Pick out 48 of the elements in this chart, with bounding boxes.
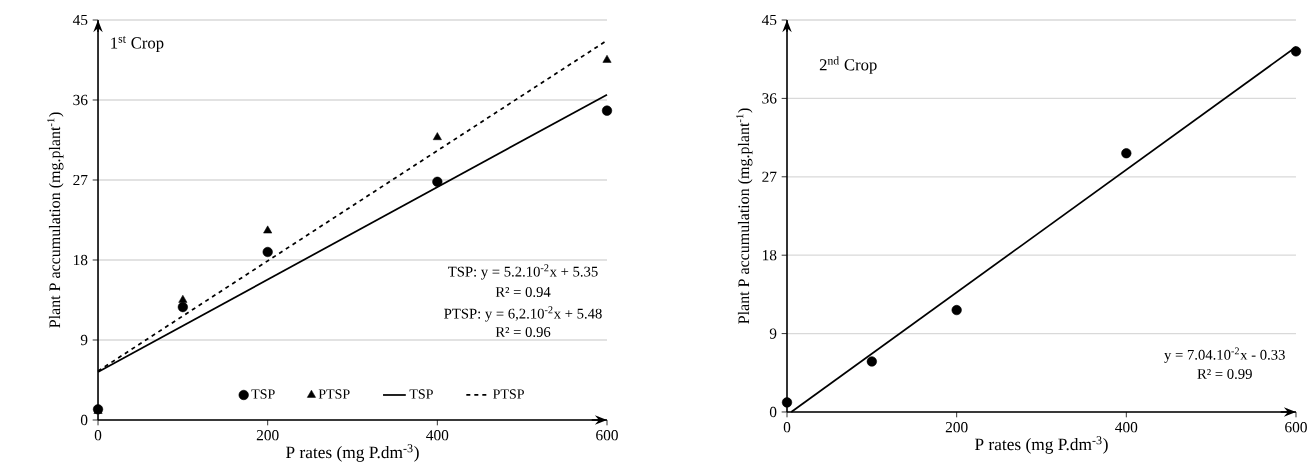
x-tick-label: 200 [256,430,279,441]
x-tick-label: 0 [94,430,102,441]
y-axis-title: Plant P accumulation (mg.plant$^{-1}$) [736,108,753,324]
y-tick-label: 36 [762,93,777,104]
point [951,305,962,316]
x-tick-label: 0 [783,422,791,433]
point [601,105,613,116]
annotation: 2$^{nd}$ Crop [819,56,877,74]
y-tick-label: 27 [73,174,88,186]
annotation: R² = 0.96 [495,327,551,337]
y-tick-label: 27 [762,171,777,182]
point [432,132,442,140]
point [866,356,877,367]
point [178,294,188,303]
legend-label: PTSP [318,389,350,399]
y-tick-label: 18 [73,254,88,266]
x-axis-title: P rates (mg P.dm$^{-3}$) [974,436,1108,454]
x-axis-title: P rates (mg P.dm$^{-3}$) [286,444,419,462]
point [263,225,273,234]
y-tick-label: 36 [73,94,88,106]
legend-label: TSP [251,389,275,399]
y-tick-label: 0 [769,406,777,418]
y-tick-label: 18 [762,250,777,261]
x-tick-label: 600 [1285,422,1307,433]
y-tick-label: 9 [80,334,88,346]
annotation: R² = 0.99 [1197,368,1252,379]
annotation: 1$^{st}$ Crop [111,36,164,52]
y-tick-label: 45 [761,14,777,26]
annotation: y = 7.04.10$^{-2}$x - 0.33 [1164,347,1285,363]
point [602,54,612,63]
point [1290,46,1302,57]
y-tick-label: 45 [72,14,88,26]
point [432,176,443,187]
y-axis-title: Plant P accumulation (mg.plant$^{-1}$) [47,112,64,328]
legend-label: PTSP [493,389,524,399]
point [781,397,793,408]
x-tick-label: 200 [945,422,968,433]
point [262,246,273,258]
point [177,302,188,313]
y-tick-label: 9 [769,328,777,339]
point [1121,148,1132,159]
x-tick-label: 600 [596,430,618,441]
annotation: PTSP: y = 6,2.10$^{-2}$x + 5.48 [444,306,602,322]
annotation: TSP: y = 5.2.10$^{-2}$x + 5.35 [448,264,598,280]
x-tick-label: 400 [426,430,449,441]
legend-label: TSP [409,389,433,399]
annotation: R² = 0.94 [495,287,551,297]
x-tick-label: 400 [1115,422,1138,433]
